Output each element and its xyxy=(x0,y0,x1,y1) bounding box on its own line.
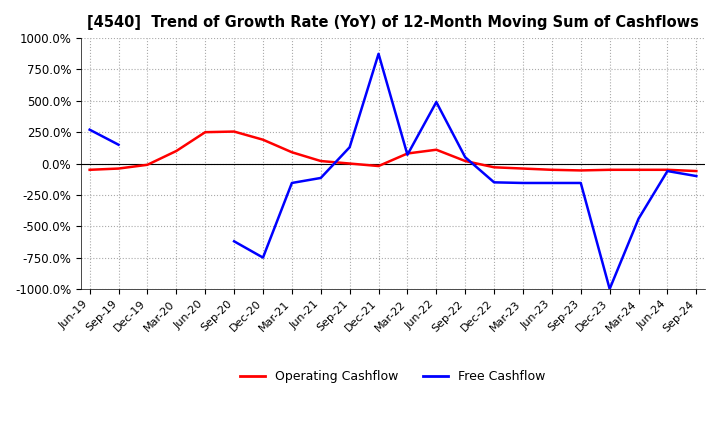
Free Cashflow xyxy=(287,180,296,186)
Free Cashflow xyxy=(85,127,94,132)
Title: [4540]  Trend of Growth Rate (YoY) of 12-Month Moving Sum of Cashflows: [4540] Trend of Growth Rate (YoY) of 12-… xyxy=(87,15,699,30)
Operating Cashflow xyxy=(230,129,238,134)
Free Cashflow xyxy=(403,152,412,158)
Line: Operating Cashflow: Operating Cashflow xyxy=(89,132,696,171)
Operating Cashflow xyxy=(346,161,354,166)
Free Cashflow xyxy=(230,238,238,244)
Operating Cashflow xyxy=(692,169,701,174)
Line: Free Cashflow: Free Cashflow xyxy=(89,54,696,289)
Free Cashflow xyxy=(461,154,469,160)
Free Cashflow xyxy=(114,142,123,147)
Operating Cashflow xyxy=(548,167,557,172)
Operating Cashflow xyxy=(518,166,527,171)
Operating Cashflow xyxy=(403,151,412,156)
Operating Cashflow xyxy=(461,158,469,164)
Operating Cashflow xyxy=(634,167,643,172)
Free Cashflow xyxy=(258,255,267,260)
Free Cashflow xyxy=(577,180,585,186)
Free Cashflow xyxy=(548,180,557,186)
Operating Cashflow xyxy=(201,129,210,135)
Operating Cashflow xyxy=(287,150,296,155)
Operating Cashflow xyxy=(577,168,585,173)
Operating Cashflow xyxy=(317,158,325,164)
Operating Cashflow xyxy=(143,162,152,168)
Operating Cashflow xyxy=(85,167,94,172)
Free Cashflow xyxy=(663,169,672,174)
Free Cashflow xyxy=(346,145,354,150)
Operating Cashflow xyxy=(374,163,383,169)
Operating Cashflow xyxy=(663,167,672,172)
Operating Cashflow xyxy=(432,147,441,152)
Operating Cashflow xyxy=(606,167,614,172)
Operating Cashflow xyxy=(114,166,123,171)
Free Cashflow xyxy=(317,175,325,180)
Legend: Operating Cashflow, Free Cashflow: Operating Cashflow, Free Cashflow xyxy=(235,365,551,388)
Free Cashflow xyxy=(518,180,527,186)
Free Cashflow xyxy=(634,216,643,221)
Free Cashflow xyxy=(374,51,383,56)
Free Cashflow xyxy=(606,286,614,292)
Operating Cashflow xyxy=(172,148,181,154)
Free Cashflow xyxy=(432,99,441,105)
Free Cashflow xyxy=(490,180,498,185)
Operating Cashflow xyxy=(258,137,267,143)
Operating Cashflow xyxy=(490,165,498,170)
Free Cashflow xyxy=(692,173,701,179)
